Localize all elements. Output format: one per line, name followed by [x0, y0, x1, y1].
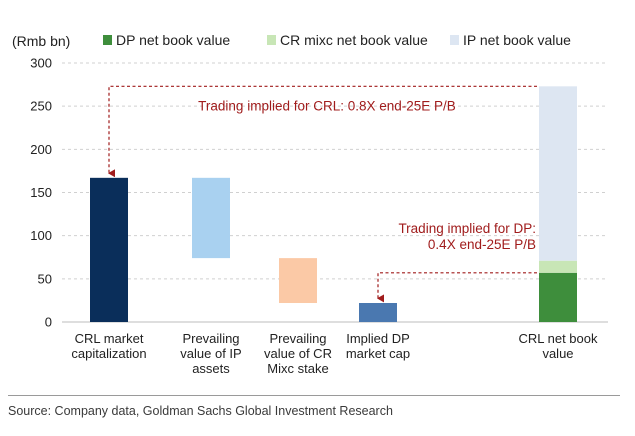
y-tick-label: 50	[38, 271, 52, 286]
y-tick-label: 100	[30, 228, 52, 243]
stacked-bar-segment	[539, 272, 577, 322]
x-tick-label: Implied DP	[346, 331, 410, 346]
annotation-arrow	[377, 272, 537, 303]
annotation-text: Trading implied for CRL: 0.8X end-25E P/…	[198, 98, 456, 113]
x-tick-label: value	[542, 346, 573, 361]
legend-swatch	[450, 35, 459, 45]
y-tick-label: 250	[30, 99, 52, 114]
x-tick-label: CRL market	[75, 331, 144, 346]
x-tick-label: Mixc stake	[267, 361, 328, 376]
y-tick-label: 200	[30, 142, 52, 157]
y-tick-label: 150	[30, 185, 52, 200]
bar	[279, 258, 317, 304]
source-divider	[8, 395, 620, 396]
x-tick-label: assets	[192, 361, 230, 376]
legend-swatch	[103, 35, 112, 45]
x-tick-label: Prevailing	[182, 331, 239, 346]
x-tick-label: Prevailing	[269, 331, 326, 346]
bar	[90, 177, 128, 322]
x-tick-label: capitalization	[71, 346, 146, 361]
stacked-bar-segment	[539, 86, 577, 261]
x-tick-label: market cap	[346, 346, 410, 361]
x-tick-label: CRL net book	[518, 331, 598, 346]
legend-label: IP net book value	[463, 32, 571, 48]
y-tick-label: 0	[45, 315, 52, 330]
x-tick-label: value of CR	[264, 346, 332, 361]
y-tick-label: 300	[30, 56, 52, 71]
annotation-arrow	[108, 85, 537, 178]
legend-swatch	[267, 35, 276, 45]
chart: 0 50 100 150 200 250 300 (Rmb bn) DP net book va…	[12, 32, 608, 376]
y-axis-label: (Rmb bn)	[12, 33, 70, 49]
legend-label: CR mixc net book value	[280, 32, 428, 48]
source-note: Source: Company data, Goldman Sachs Glob…	[8, 404, 393, 418]
bar	[192, 177, 230, 259]
legend-label: DP net book value	[116, 32, 230, 48]
stacked-bar-segment	[539, 260, 577, 273]
x-tick-label: value of IP	[180, 346, 241, 361]
annotation-text: Trading implied for DP:	[398, 221, 536, 236]
annotation-text: 0.4X end-25E P/B	[428, 237, 536, 252]
bar	[359, 303, 397, 322]
